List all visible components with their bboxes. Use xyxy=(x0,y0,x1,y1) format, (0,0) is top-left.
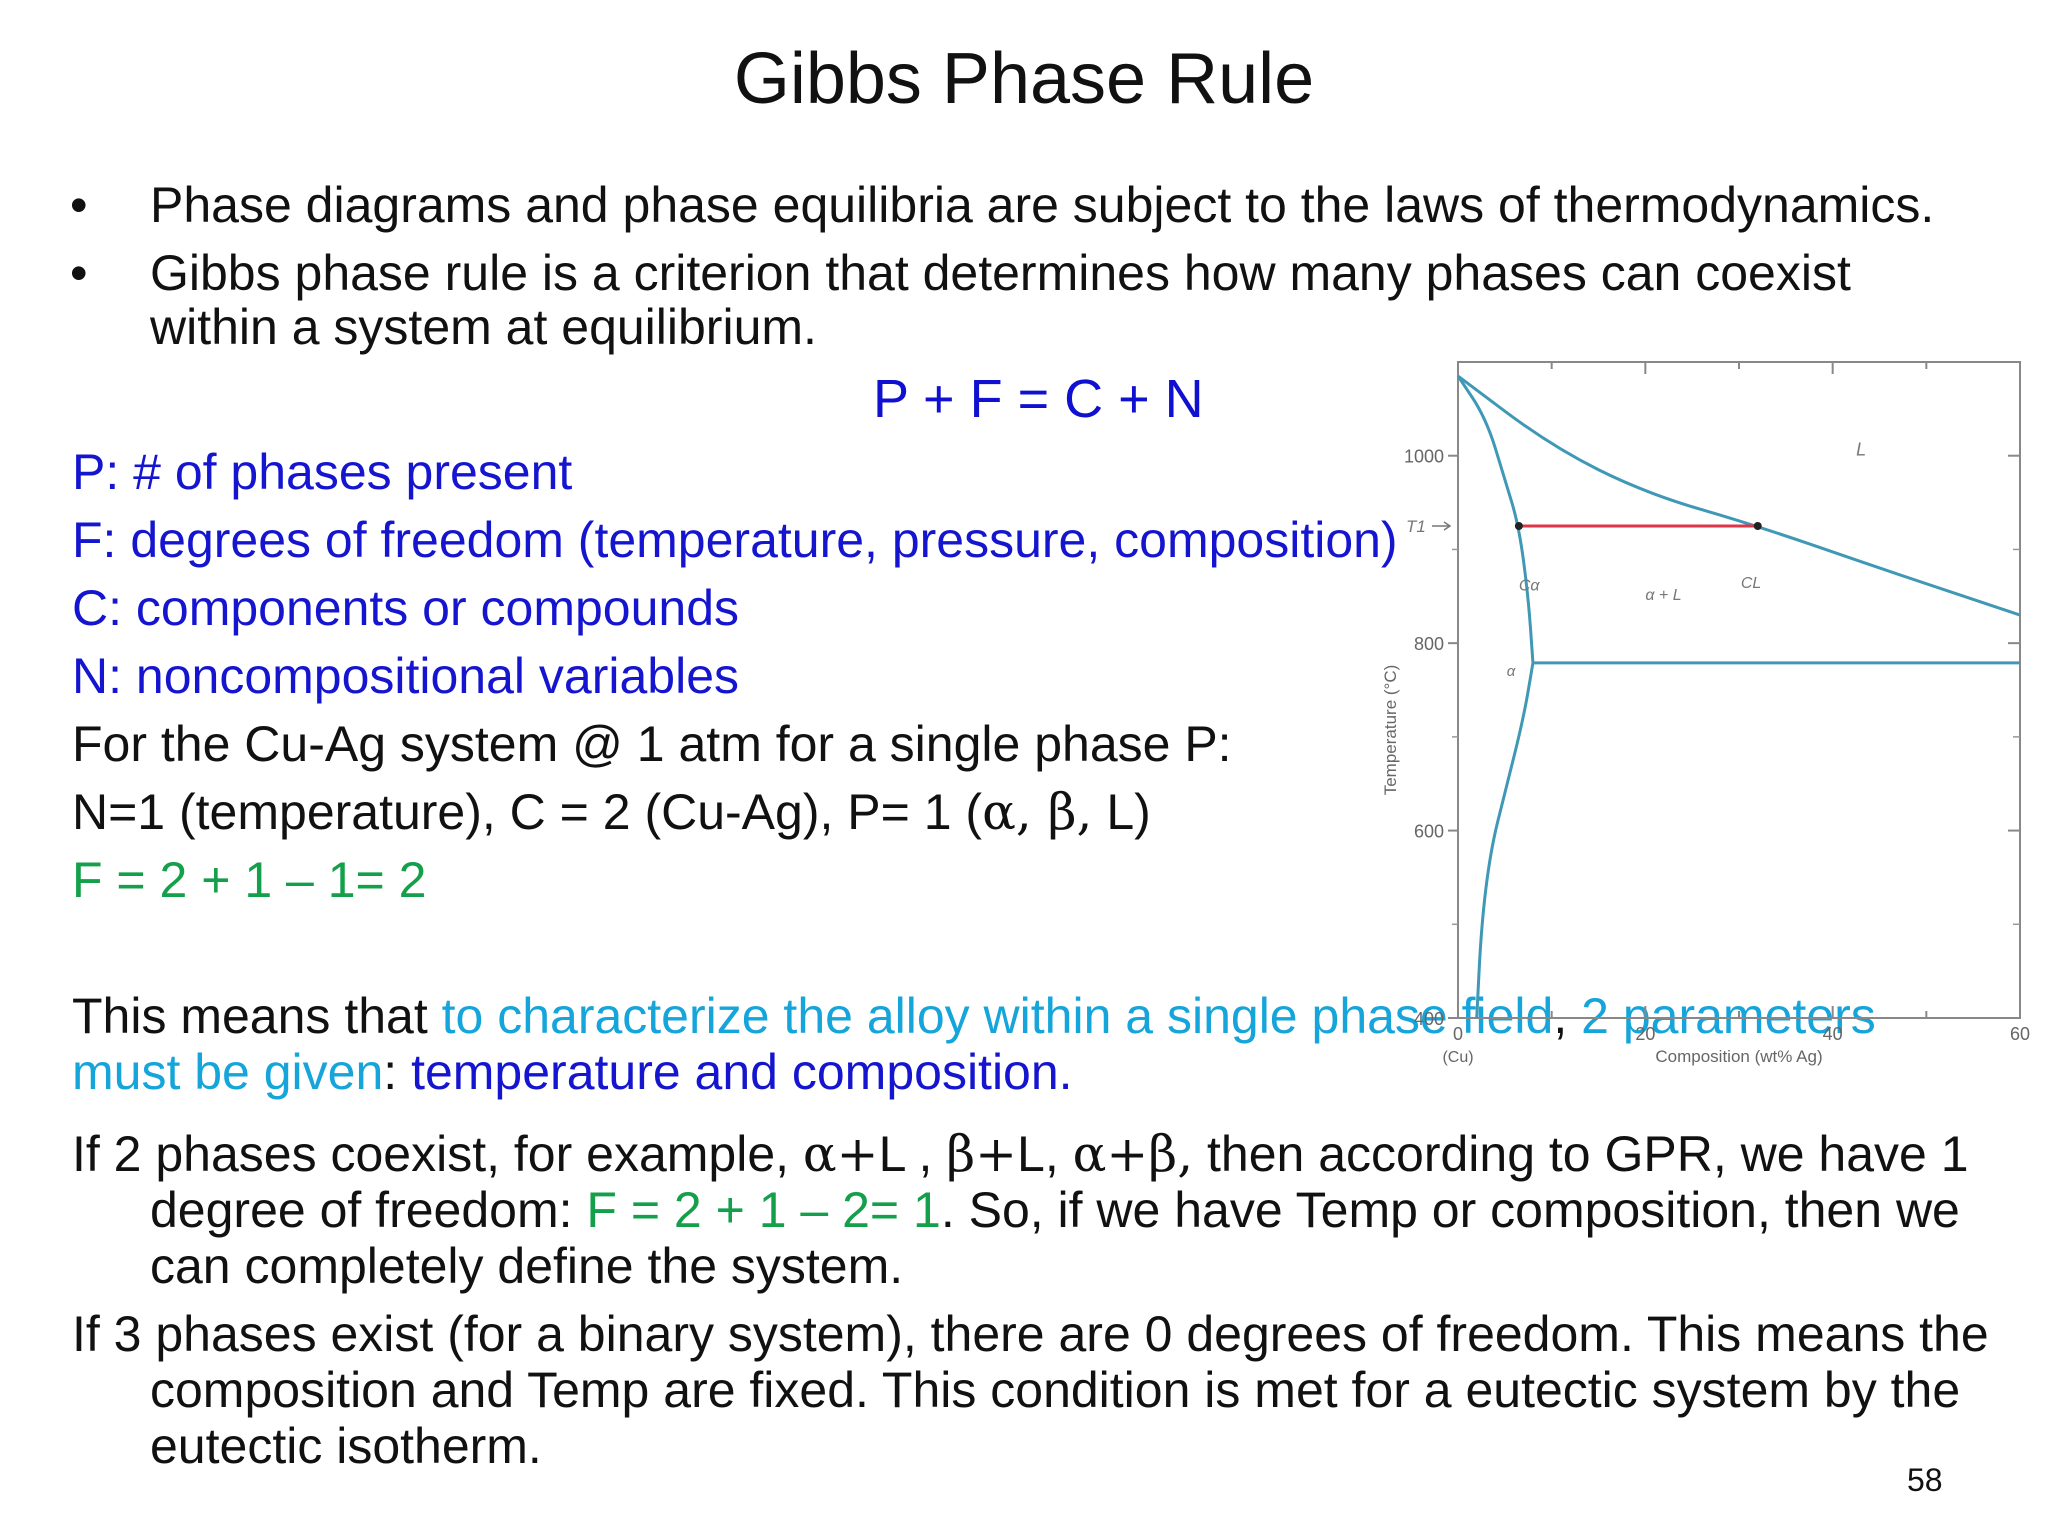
bullet-item: • Phase diagrams and phase equilibria ar… xyxy=(70,178,1970,232)
two-phases-l2: L, xyxy=(1017,1126,1073,1182)
bullet-text: Gibbs phase rule is a criterion that det… xyxy=(150,245,1851,355)
definition-n: N: noncompositional variables xyxy=(72,648,740,704)
single-phase-paragraph: This means that to characterize the allo… xyxy=(72,988,1972,1100)
greek-beta-plus: β+ xyxy=(946,1125,1018,1183)
f-calculation: F = 2 + 1 – 1= 2 xyxy=(72,852,427,908)
chart-frame xyxy=(1457,361,2021,1019)
page-number: 58 xyxy=(1907,1462,1943,1498)
label-alpha: α xyxy=(1507,663,1516,680)
bullet-text: Phase diagrams and phase equilibria are … xyxy=(150,177,1935,233)
phase-boundaries xyxy=(1456,374,2021,1019)
chart-ticks: 400 600 800 1000 0 20 40 60 (Cu) Composition (wt%… xyxy=(1381,362,2030,1066)
y-tick-label: 600 xyxy=(1414,822,1444,842)
two-phases-f-calc: F = 2 + 1 – 2= 1 xyxy=(586,1182,941,1238)
means-comma: , xyxy=(1553,988,1582,1044)
plot-area-border xyxy=(1457,361,2021,1019)
n-c-p-line: N=1 (temperature), C = 2 (Cu-Ag), P= 1 (… xyxy=(72,778,1372,846)
tie-point-c-alpha xyxy=(1514,522,1523,530)
definition-f: F: degrees of freedom (temperature, pres… xyxy=(72,512,1398,568)
label-liquid: L xyxy=(1856,440,1866,460)
two-phases-paragraph: If 2 phases coexist, for example, α+L , … xyxy=(72,1126,2048,1294)
greek-alpha-beta: α+β, xyxy=(1072,1125,1194,1183)
phase-labels: Lα α + L Cα CL T1 xyxy=(1406,440,1866,680)
slide-title: Gibbs Phase Rule xyxy=(733,39,1315,119)
two-phases-l1: L , xyxy=(878,1126,947,1182)
greek-alpha-plus: α+ xyxy=(802,1125,879,1183)
x-tick-label: 60 xyxy=(2010,1024,2030,1044)
n-line-end: L) xyxy=(1092,784,1151,840)
tie-point-c-liquid xyxy=(1753,522,1762,530)
bullet-list: • Phase diagrams and phase equilibria ar… xyxy=(70,178,1970,368)
bullet-dot: • xyxy=(70,177,88,233)
two-phases-end: . So, if we have Temp or composition, th… xyxy=(150,1182,1960,1294)
y-axis-label: Temperature (°C) xyxy=(1381,665,1400,796)
two-phases-text: If 2 phases coexist, for example, xyxy=(72,1126,803,1182)
means-temp-composition: temperature and composition. xyxy=(411,1044,1073,1100)
two-phases-gpr: then according to GPR, we have 1 degree … xyxy=(150,1126,1969,1238)
label-c-liquid: CL xyxy=(1741,575,1761,592)
label-c-alpha: Cα xyxy=(1519,578,1541,595)
means-parameters: 2 parameters must be given xyxy=(72,988,1876,1100)
t1-arrow-head xyxy=(1443,521,1452,531)
label-alpha-plus-l: α + L xyxy=(1645,587,1681,604)
cu-ag-system-line: For the Cu-Ag system @ 1 atm for a singl… xyxy=(72,716,1232,772)
liquidus-line xyxy=(1457,374,2021,617)
x-tick-label: 40 xyxy=(1823,1024,1843,1044)
definitions-block: P: # of phases present F: degrees of fre… xyxy=(72,438,1398,914)
x-axis-label: Composition (wt% Ag) xyxy=(1655,1047,1822,1066)
means-colon: : xyxy=(383,1044,412,1100)
definition-c: C: components or compounds xyxy=(72,580,740,636)
bullet-item: • Gibbs phase rule is a criterion that d… xyxy=(70,246,1970,354)
bullet-dot: • xyxy=(70,245,88,301)
solvus-line xyxy=(1475,662,1535,1019)
label-t1: T1 xyxy=(1406,517,1426,536)
y-tick-label: 400 xyxy=(1414,1009,1444,1029)
y-tick-label: 800 xyxy=(1414,634,1444,654)
phase-rule-equation: P + F = C + N xyxy=(873,369,1204,429)
solidus-line xyxy=(1456,375,1535,663)
y-tick-label: 1000 xyxy=(1404,447,1444,467)
greek-phases: α, β, xyxy=(982,783,1093,841)
x-tick-label: 20 xyxy=(1635,1024,1655,1044)
x-origin-label: (Cu) xyxy=(1442,1049,1473,1066)
means-highlight-cyan: to characterize the alloy within a singl… xyxy=(441,988,1554,1044)
means-text: This means that xyxy=(72,988,442,1044)
x-tick-label: 0 xyxy=(1453,1024,1463,1044)
three-phases-paragraph: If 3 phases exist (for a binary system),… xyxy=(72,1306,1989,1474)
cu-ag-phase-diagram: 400 600 800 1000 0 20 40 60 (Cu) Composition (wt%… xyxy=(1381,361,2030,1066)
definition-p: P: # of phases present xyxy=(72,444,573,500)
n-line-text: N=1 (temperature), C = 2 (Cu-Ag), P= 1 ( xyxy=(72,784,983,840)
